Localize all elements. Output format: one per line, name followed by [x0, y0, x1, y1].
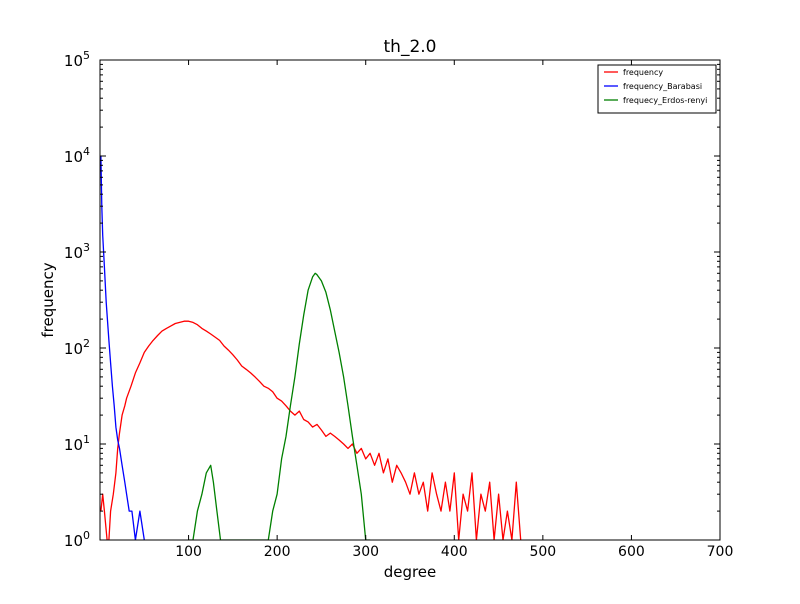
series-line-frequency: [100, 320, 522, 540]
x-tick-label: 500: [529, 544, 556, 560]
y-axis-label: frequency: [39, 262, 57, 337]
legend-label: frequecy_Erdos-renyi: [623, 96, 707, 105]
x-axis-ticks: 100 200 300 400 500 600 700: [175, 60, 733, 560]
x-tick-label: 700: [707, 544, 734, 560]
y-axis-ticks: 100 101 102 103 104 105: [64, 49, 720, 550]
y-tick-label: 105: [64, 49, 90, 70]
x-tick-label: 600: [618, 544, 645, 560]
legend-label: frequency_Barabasi: [623, 82, 702, 91]
series-line-frequecy-erdos-renyi: [188, 272, 371, 540]
x-axis-label: degree: [384, 563, 437, 581]
x-tick-label: 100: [175, 544, 202, 560]
y-tick-label: 103: [64, 241, 90, 262]
chart-title: th_2.0: [384, 37, 437, 57]
y-tick-label: 102: [64, 337, 90, 358]
x-tick-label: 400: [441, 544, 468, 560]
y-tick-label: 100: [64, 529, 90, 550]
plot-area: [99, 59, 721, 541]
plot-frame: [99, 59, 721, 541]
x-tick-label: 200: [264, 544, 291, 560]
x-tick-label: 300: [352, 544, 379, 560]
legend-box: [597, 64, 717, 114]
series-line-frequency-barabasi: [100, 155, 145, 540]
legend-label: frequency: [623, 68, 663, 77]
y-tick-label: 101: [64, 433, 90, 454]
series-group: [100, 155, 522, 540]
y-tick-label: 104: [64, 145, 90, 166]
legend: frequency frequency_Barabasi frequecy_Erdo…: [597, 64, 717, 114]
